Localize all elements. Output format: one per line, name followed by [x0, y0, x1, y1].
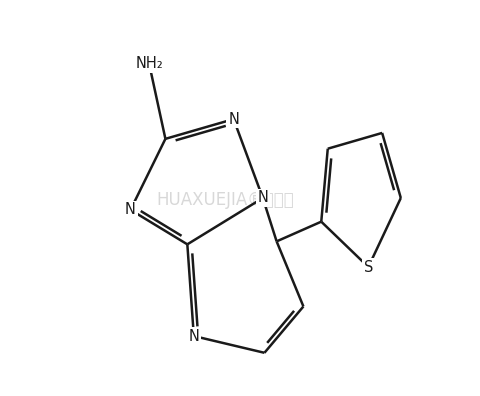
Text: NH₂: NH₂ — [135, 56, 163, 71]
Text: N: N — [257, 190, 268, 206]
Text: N: N — [188, 329, 199, 344]
Text: N: N — [125, 202, 136, 217]
Text: HUAXUEJIA®化学加: HUAXUEJIA®化学加 — [156, 190, 293, 209]
Text: N: N — [228, 112, 239, 127]
Text: S: S — [363, 259, 372, 274]
